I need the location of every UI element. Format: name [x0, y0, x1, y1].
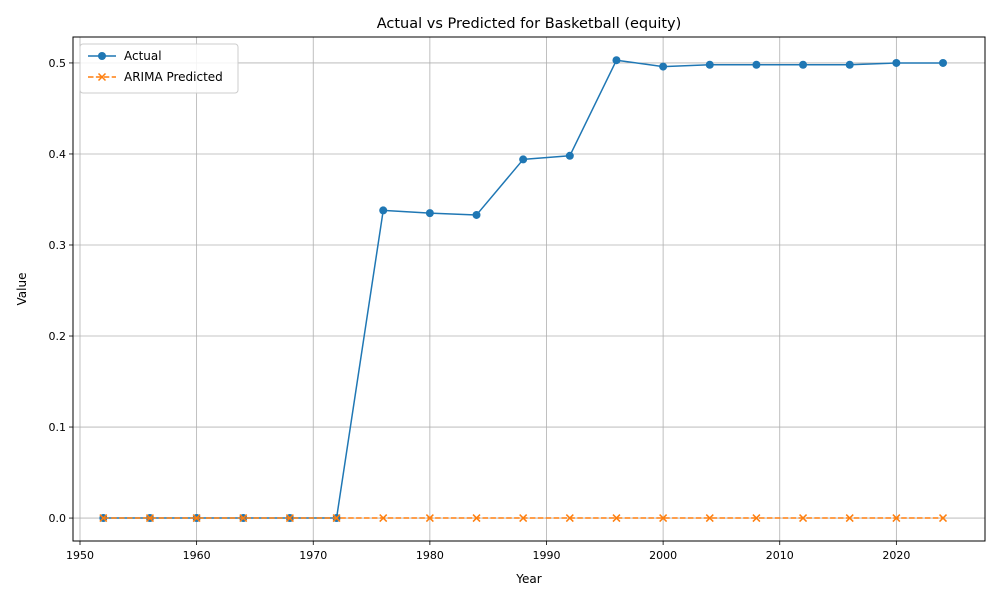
data-point-arima-predicted	[519, 514, 528, 523]
data-point-arima-predicted	[752, 514, 761, 523]
marker-stroke	[519, 514, 528, 523]
data-point-arima-predicted	[425, 514, 434, 523]
data-point-arima-predicted	[332, 514, 341, 523]
legend-actual-label: Actual	[124, 49, 162, 63]
data-point-actual	[379, 206, 388, 215]
marker-stroke	[472, 514, 481, 523]
marker-stroke	[845, 514, 854, 523]
data-point-arima-predicted	[472, 514, 481, 523]
marker-stroke	[612, 514, 621, 523]
data-point-actual	[799, 60, 808, 69]
x-tick-label: 1990	[532, 549, 560, 562]
data-point-arima-predicted	[239, 514, 248, 523]
data-point-actual	[612, 56, 621, 65]
data-point-arima-predicted	[845, 514, 854, 523]
legend-predicted-label: ARIMA Predicted	[124, 70, 223, 84]
data-point-arima-predicted	[285, 514, 294, 523]
marker-stroke	[285, 514, 294, 523]
y-tick-label: 0.1	[49, 421, 67, 434]
legend-actual-marker	[98, 52, 106, 60]
marker-stroke	[892, 514, 901, 523]
legend: Actual ARIMA Predicted	[79, 43, 239, 94]
marker-stroke	[379, 514, 388, 523]
marker-stroke	[99, 514, 108, 523]
plot-frame	[72, 36, 986, 542]
x-axis-label: Year	[515, 572, 541, 586]
data-point-arima-predicted	[145, 514, 155, 523]
marker-stroke	[938, 514, 948, 523]
data-point-actual	[705, 60, 714, 69]
chart-title: Actual vs Predicted for Basketball (equi…	[377, 16, 682, 32]
series-arima-predicted	[99, 514, 948, 523]
axis-ticks: 1950 1960 1970 1980 1990 2000 2010 2020 0.0 0.1 0.…	[49, 57, 911, 562]
y-axis-label: Value	[15, 273, 29, 306]
data-point-actual	[425, 209, 434, 218]
marker-stroke	[752, 514, 761, 523]
data-point-arima-predicted	[659, 514, 668, 523]
marker-stroke	[659, 514, 668, 523]
y-tick-label: 0.5	[49, 57, 67, 70]
data-point-actual	[752, 60, 761, 69]
data-point-arima-predicted	[705, 514, 714, 523]
marker-stroke	[425, 514, 434, 523]
x-tick-label: 1970	[299, 549, 327, 562]
legend-box	[79, 43, 239, 94]
marker-stroke	[332, 514, 341, 523]
marker-stroke	[799, 514, 808, 523]
data-point-arima-predicted	[938, 514, 948, 523]
x-tick-label: 2020	[882, 549, 910, 562]
y-tick-label: 0.3	[49, 239, 67, 252]
marker-stroke	[145, 514, 155, 523]
data-point-actual	[892, 58, 901, 67]
marker-stroke	[192, 514, 201, 523]
marker-stroke	[565, 514, 574, 523]
x-tick-label: 1980	[416, 549, 444, 562]
marker-stroke	[705, 514, 714, 523]
y-tick-label: 0.0	[49, 512, 67, 525]
x-tick-label: 1950	[66, 549, 94, 562]
x-tick-label: 2000	[649, 549, 677, 562]
data-point-arima-predicted	[379, 514, 388, 523]
data-point-actual	[659, 62, 668, 71]
data-point-arima-predicted	[799, 514, 808, 523]
x-tick-label: 2010	[766, 549, 794, 562]
data-point-actual	[519, 155, 528, 164]
series-layer	[99, 56, 948, 523]
data-point-arima-predicted	[892, 514, 901, 523]
marker-stroke	[239, 514, 248, 523]
data-point-arima-predicted	[99, 514, 108, 523]
y-tick-label: 0.2	[49, 330, 67, 343]
data-point-actual	[565, 151, 574, 160]
data-point-actual	[472, 210, 481, 219]
data-point-actual	[939, 58, 948, 67]
x-tick-label: 1960	[183, 549, 211, 562]
data-point-arima-predicted	[612, 514, 621, 523]
data-point-arima-predicted	[565, 514, 574, 523]
data-point-arima-predicted	[192, 514, 201, 523]
legend-predicted-marker	[97, 72, 107, 82]
data-point-actual	[845, 60, 854, 69]
y-tick-label: 0.4	[49, 148, 67, 161]
